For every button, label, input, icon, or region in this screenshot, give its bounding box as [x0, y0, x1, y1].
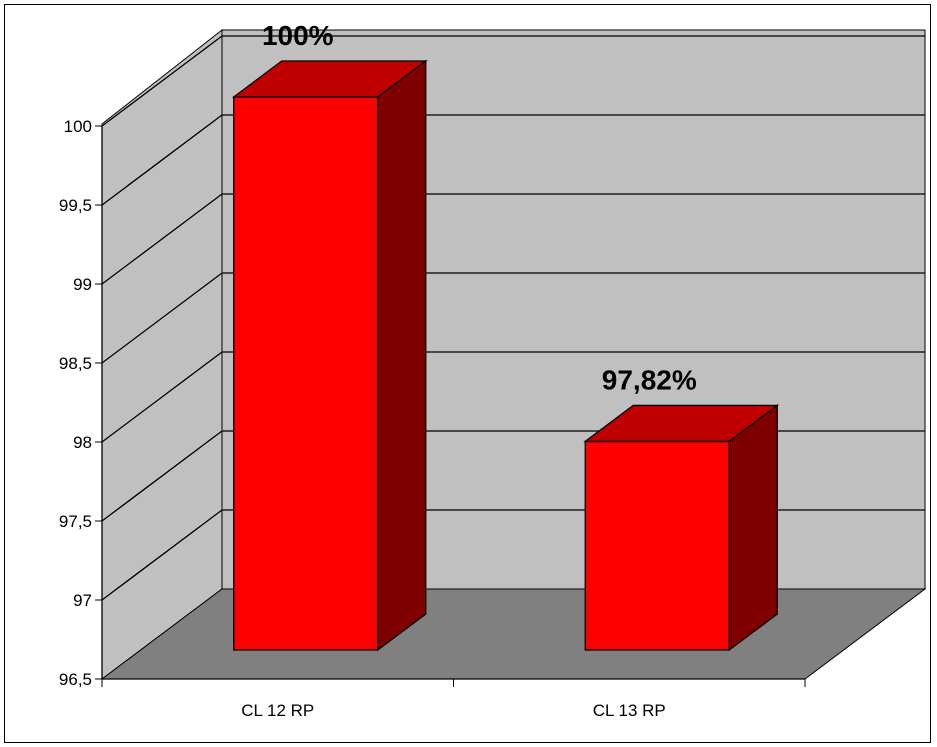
y-tick-label: 100 [64, 117, 92, 136]
y-tick-label: 98 [73, 433, 92, 452]
y-tick-label: 96,5 [59, 670, 92, 689]
data-label: 97,82% [602, 364, 697, 395]
gridlines [101, 35, 925, 601]
data-label: 100% [262, 20, 334, 51]
bar-front [233, 96, 379, 651]
bar-1 [231, 59, 428, 652]
bar-side [377, 59, 427, 652]
floor [100, 588, 927, 680]
bars [231, 59, 780, 652]
y-tick-label: 98,5 [59, 354, 92, 373]
bar-front [584, 440, 730, 651]
y-tick-label: 97,5 [59, 512, 92, 531]
gridline [101, 114, 925, 206]
y-tick-label: 99 [73, 275, 92, 294]
bar-2 [583, 404, 780, 652]
bar-side [728, 404, 778, 652]
y-tick-label: 97 [73, 591, 92, 610]
gridline [101, 272, 925, 364]
labels: 100% CL 12 RP 97,82% CL 13 RP [241, 20, 697, 720]
x-category-label: CL 12 RP [241, 701, 314, 720]
axes [101, 126, 806, 687]
side-wall [101, 28, 223, 680]
y-tick-label: 99,5 [59, 196, 92, 215]
gridline [101, 193, 925, 285]
y-axis-ticks: 96,5 97 97,5 98 98,5 99 99,5 100 [59, 117, 102, 689]
gridline [101, 35, 925, 127]
x-category-label: CL 13 RP [593, 701, 666, 720]
gridline [101, 351, 925, 443]
